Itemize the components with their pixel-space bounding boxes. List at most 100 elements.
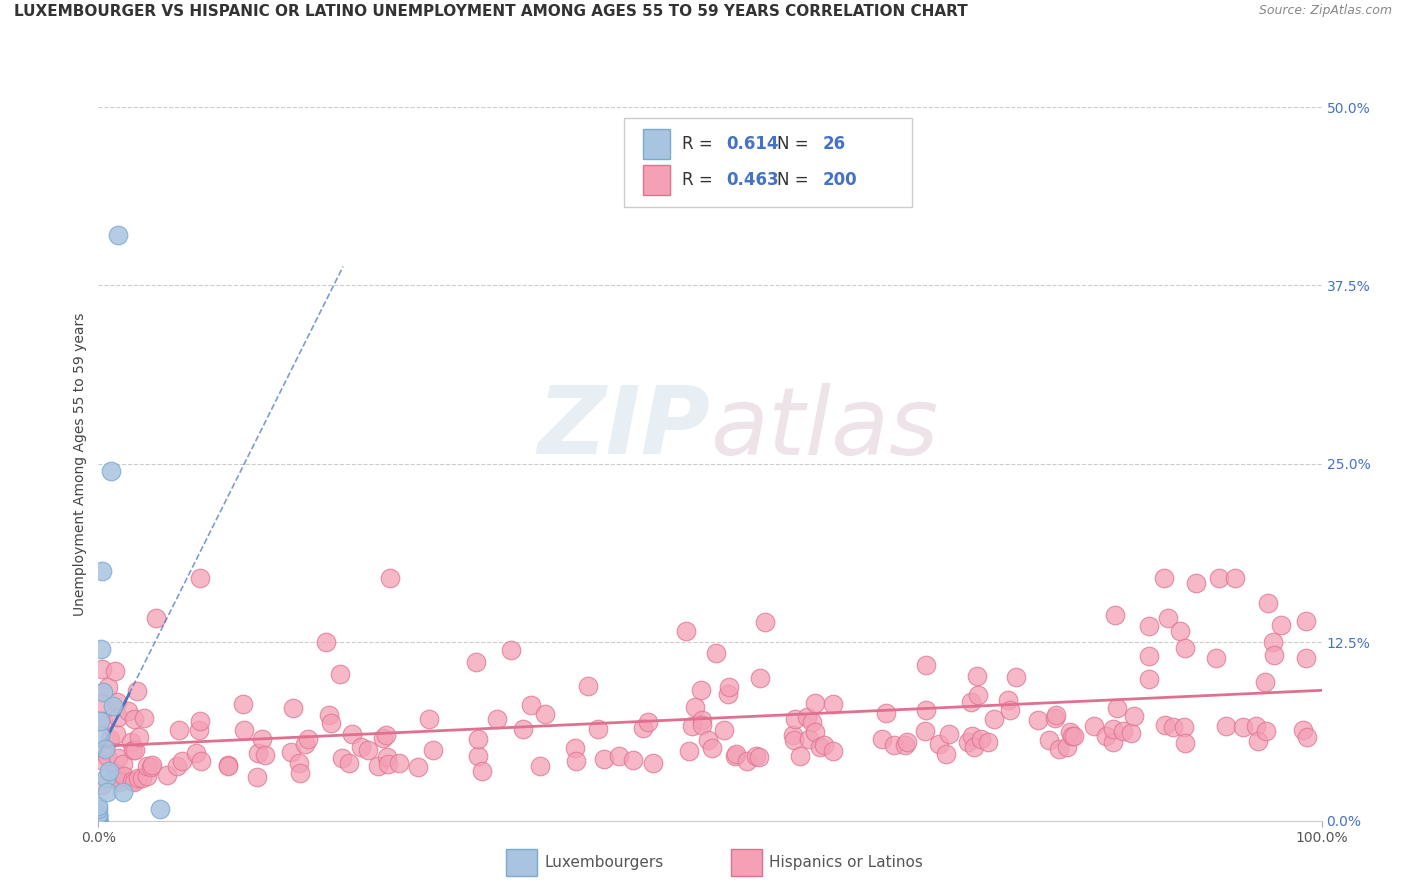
Point: [467, 731, 489, 746]
Point: [1122, 709, 1144, 723]
Point: [813, 739, 835, 753]
Point: [1295, 650, 1317, 665]
Point: [101, 699, 124, 714]
Point: [1005, 670, 1028, 684]
Point: [87, 814, 110, 828]
Point: [1208, 571, 1230, 585]
Point: [98, 732, 121, 747]
Point: [87, 806, 110, 821]
Point: [107, 228, 129, 243]
Point: [105, 766, 128, 780]
Point: [406, 760, 429, 774]
Point: [120, 734, 142, 748]
Point: [254, 748, 277, 763]
Point: [1291, 723, 1313, 738]
Text: 0.463: 0.463: [725, 171, 779, 189]
Point: [797, 732, 820, 747]
Point: [592, 751, 614, 765]
Point: [89, 714, 111, 728]
Point: [96, 785, 118, 799]
Point: [803, 696, 825, 710]
Point: [1253, 675, 1275, 690]
Point: [252, 732, 274, 747]
Point: [87, 802, 110, 816]
Point: [1232, 720, 1254, 734]
Point: [112, 769, 135, 783]
Point: [166, 758, 188, 772]
Point: [375, 750, 398, 764]
Point: [1112, 724, 1135, 739]
Text: N =: N =: [778, 136, 814, 153]
Point: [1174, 641, 1197, 656]
Point: [1263, 635, 1285, 649]
Point: [607, 748, 630, 763]
Point: [1137, 648, 1160, 663]
Point: [319, 716, 342, 731]
Point: [1102, 722, 1125, 736]
Point: [1254, 724, 1277, 739]
Point: [519, 698, 541, 712]
Point: [998, 703, 1021, 717]
Point: [800, 714, 823, 729]
Point: [914, 723, 936, 738]
Point: [690, 682, 713, 697]
Point: [1137, 619, 1160, 633]
Point: [135, 758, 157, 772]
Point: [970, 732, 993, 747]
Point: [713, 723, 735, 737]
Point: [105, 772, 128, 786]
Point: [704, 646, 727, 660]
Point: [821, 744, 844, 758]
Text: R =: R =: [682, 171, 718, 189]
Point: [1263, 648, 1285, 662]
Point: [1137, 672, 1160, 686]
Point: [217, 759, 239, 773]
Point: [87, 799, 110, 814]
Point: [748, 671, 770, 685]
Point: [96, 748, 118, 763]
Point: [1270, 618, 1292, 632]
Point: [896, 735, 918, 749]
Point: [91, 685, 114, 699]
Point: [983, 712, 1005, 726]
Point: [127, 683, 149, 698]
Point: [217, 758, 239, 772]
Point: [1215, 719, 1237, 733]
Point: [1095, 729, 1118, 743]
Point: [1173, 720, 1195, 734]
Point: [966, 669, 988, 683]
Point: [297, 732, 319, 747]
Point: [501, 643, 523, 657]
Point: [111, 757, 134, 772]
Point: [883, 738, 905, 752]
Point: [588, 722, 610, 736]
Point: [1153, 571, 1175, 585]
FancyBboxPatch shape: [624, 118, 912, 207]
Point: [928, 738, 950, 752]
Text: Source: ZipAtlas.com: Source: ZipAtlas.com: [1258, 4, 1392, 18]
Point: [246, 770, 269, 784]
Point: [1185, 576, 1208, 591]
Point: [782, 728, 804, 742]
Point: [1107, 701, 1129, 715]
Point: [1205, 651, 1227, 665]
Point: [1157, 610, 1180, 624]
Text: Hispanics or Latinos: Hispanics or Latinos: [769, 855, 922, 870]
Point: [875, 706, 897, 721]
Point: [1154, 717, 1177, 731]
Point: [690, 718, 713, 732]
Point: [87, 809, 110, 823]
Point: [117, 704, 139, 718]
Point: [977, 735, 1000, 749]
Point: [789, 748, 811, 763]
Point: [98, 764, 121, 778]
Point: [90, 697, 112, 711]
Point: [465, 656, 488, 670]
Point: [422, 743, 444, 757]
Point: [724, 748, 747, 763]
Y-axis label: Unemployment Among Ages 55 to 59 years: Unemployment Among Ages 55 to 59 years: [73, 312, 87, 615]
Point: [107, 751, 129, 765]
Point: [87, 814, 110, 828]
Point: [156, 767, 179, 781]
Point: [915, 703, 938, 717]
